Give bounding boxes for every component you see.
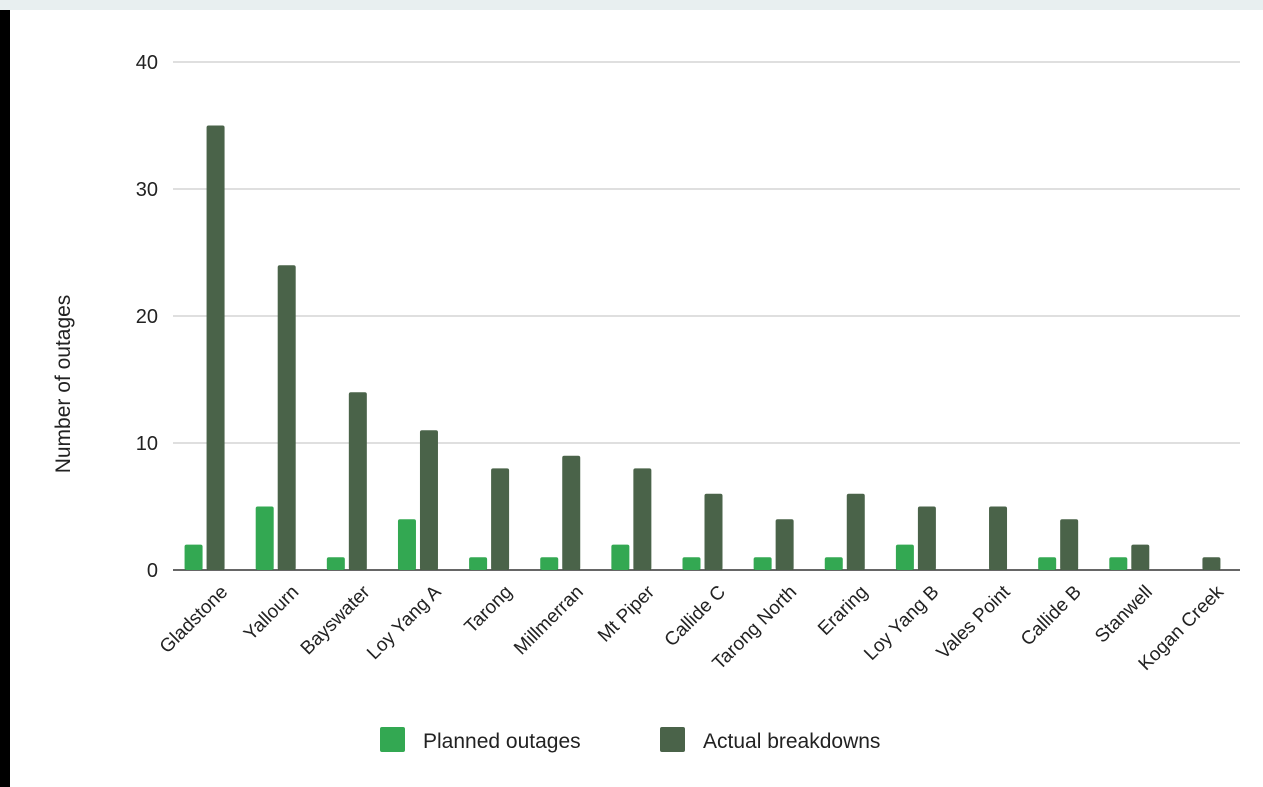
actual-breakdowns-bar [846,493,865,570]
x-tick-label: Callide B [1017,582,1086,651]
x-tick-label: Tarong [461,582,517,638]
y-tick-label: 0 [147,560,158,582]
legend-swatch-planned [380,727,405,752]
planned-outages-bar [397,519,416,570]
actual-breakdowns-bar [277,265,296,570]
planned-outages-bar [611,544,630,570]
actual-breakdowns-bar [348,392,367,570]
x-tick-label: Loy Yang B [860,582,943,665]
actual-breakdowns-bar [1060,519,1079,570]
planned-outages-bar [824,557,843,570]
x-tick-label: Stanwell [1091,582,1157,648]
planned-outages-bar [753,557,772,570]
actual-breakdowns-bar [633,468,652,570]
legend-label-planned: Planned outages [423,730,581,753]
legend: Planned outages Actual breakdowns [380,727,880,753]
actual-breakdowns-bar [775,519,794,570]
planned-outages-bar [895,544,914,570]
x-tick-label: Millmerran [510,582,588,660]
planned-outages-bar [184,544,203,570]
planned-outages-bar [1038,557,1057,570]
actual-breakdowns-bar [917,506,936,570]
actual-breakdowns-bar [1202,557,1221,570]
planned-outages-bar [469,557,488,570]
x-tick-label: Yallourn [240,582,303,645]
chart-panel: 0 10 20 30 40 Gladstone Yallourn Bayswater Loy … [10,10,1263,787]
x-tick-label: Mt Piper [594,581,659,646]
y-axis-label: Number of outages [52,295,75,474]
actual-breakdowns-bar [419,430,438,570]
x-tick-label: Callide C [661,582,730,651]
chart-frame: 0 10 20 30 40 Gladstone Yallourn Bayswater Loy … [0,10,1263,787]
planned-outages-bar [326,557,345,570]
x-tick-label: Loy Yang A [363,581,446,664]
x-tick-label: Vales Point [933,581,1015,663]
actual-breakdowns-bar [1131,544,1150,570]
planned-outages-bar [1109,557,1128,570]
bars [184,125,1221,570]
y-tick-label: 10 [136,433,158,455]
actual-breakdowns-bar [562,455,581,570]
legend-swatch-actual [660,727,685,752]
actual-breakdowns-bar [704,493,723,570]
planned-outages-bar [255,506,274,570]
y-tick-label: 30 [136,179,158,201]
x-tick-label: Gladstone [156,582,232,658]
x-tick-label: Eraring [814,582,872,640]
planned-outages-bar [540,557,559,570]
actual-breakdowns-bar [989,506,1008,570]
y-tick-label: 40 [136,52,158,74]
x-tick-label: Bayswater [297,581,375,659]
legend-label-actual: Actual breakdowns [703,730,880,753]
actual-breakdowns-bar [206,125,225,570]
y-tick-label: 20 [136,306,158,328]
y-tick-labels: 0 10 20 30 40 [136,52,158,582]
planned-outages-bar [682,557,701,570]
actual-breakdowns-bar [491,468,510,570]
